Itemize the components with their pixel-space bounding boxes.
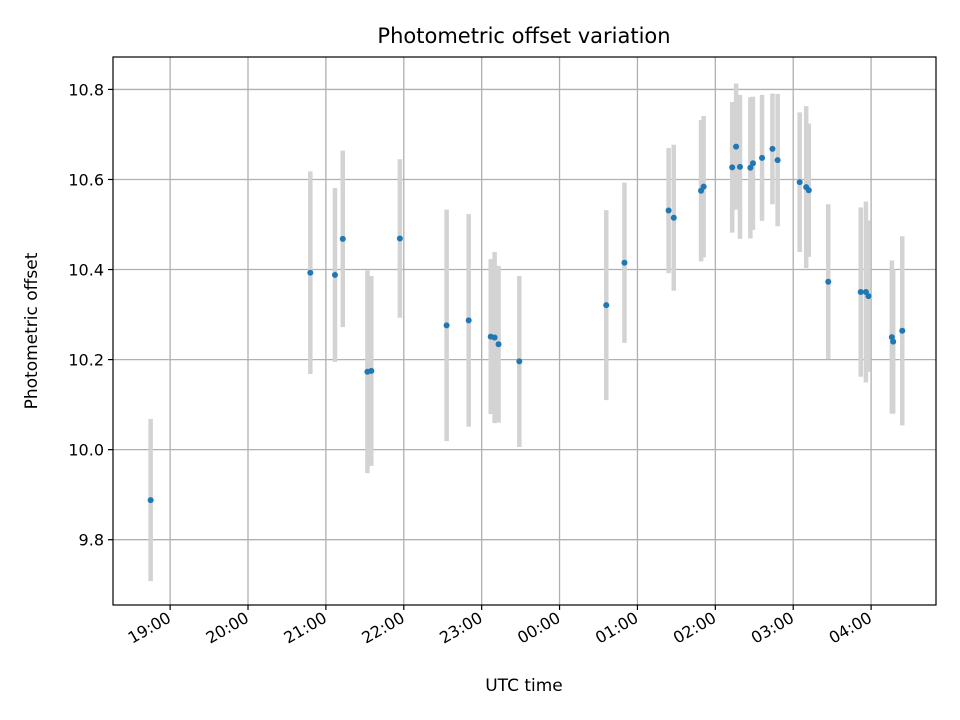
data-point <box>621 259 628 266</box>
data-point <box>857 289 864 296</box>
data-point <box>465 317 472 324</box>
data-point <box>495 341 502 348</box>
data-point <box>796 179 803 186</box>
y-axis-label: Photometric offset <box>22 252 42 409</box>
data-point <box>396 235 403 242</box>
data-point <box>443 322 450 329</box>
y-tick-label: 10.8 <box>68 80 104 99</box>
data-point <box>729 164 736 171</box>
data-point <box>890 338 897 345</box>
data-point <box>368 367 375 374</box>
data-point <box>339 235 346 242</box>
data-point <box>670 214 677 221</box>
data-point <box>805 187 812 194</box>
data-point <box>865 293 872 300</box>
y-tick-label: 10.4 <box>68 261 104 280</box>
data-point <box>516 358 523 365</box>
data-point <box>733 143 740 150</box>
data-point <box>147 497 154 504</box>
data-point <box>665 207 672 214</box>
data-point <box>700 183 707 190</box>
data-point <box>749 160 756 167</box>
y-axis-ticks: 9.8 10.0 10.2 10.4 10.6 10.8 <box>68 80 113 550</box>
data-point <box>603 302 610 309</box>
y-tick-label: 10.6 <box>68 170 104 189</box>
data-point <box>899 327 906 334</box>
data-point <box>747 164 754 171</box>
data-points <box>147 143 906 504</box>
data-point <box>331 271 338 278</box>
y-tick-label: 10.2 <box>68 351 104 370</box>
plot-frame <box>112 56 937 606</box>
data-point <box>769 145 776 152</box>
data-point <box>307 269 314 276</box>
x-axis-label: UTC time <box>485 676 563 696</box>
data-point <box>825 278 832 285</box>
data-point <box>774 157 781 164</box>
data-point <box>736 163 743 170</box>
data-point <box>888 334 895 341</box>
y-tick-label: 10.0 <box>68 441 104 460</box>
data-point <box>491 334 498 341</box>
chart-title: Photometric offset variation <box>377 24 670 48</box>
data-point <box>759 154 766 161</box>
grid-lines <box>113 57 936 605</box>
y-tick-label: 9.8 <box>79 531 104 550</box>
